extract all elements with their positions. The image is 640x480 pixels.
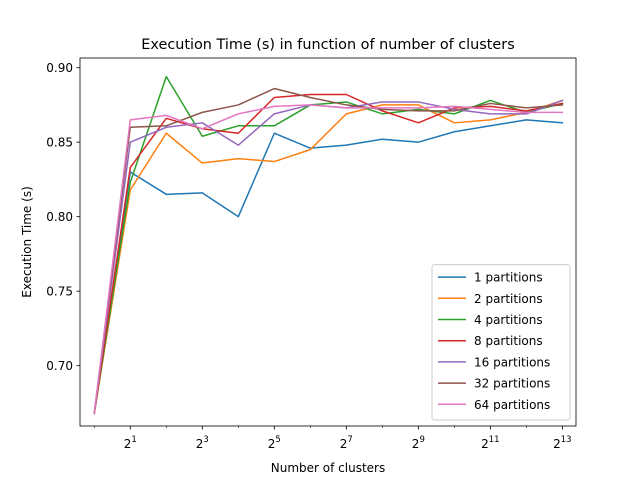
y-axis-label: Execution Time (s) [20,186,34,298]
series-line-6 [93,104,564,415]
x-tick-label: 211 [481,435,499,451]
series-line-0 [93,119,564,415]
axes-layer: 21 23 25 27 29 211 213 0.70 0.75 0.80 0.85 0.90 [46,57,577,451]
y-tick-label: 0.85 [46,136,73,150]
y-tick-label: 0.90 [46,61,73,75]
chart-title: Execution Time (s) in function of number… [141,37,514,53]
axes-frame [79,57,577,427]
legend-box [431,264,571,421]
series-line-3 [93,93,564,415]
series-line-5 [93,87,564,415]
y-tick-label: 0.70 [46,359,73,373]
x-axis-label: Number of clusters [271,461,385,475]
legend-label: 1 partitions [474,271,543,285]
legend-label: 64 partitions [474,398,550,412]
y-tick-label: 0.80 [46,210,73,224]
legend-label: 8 partitions [474,334,543,348]
x-tick-label: 21 [124,435,137,451]
x-tick-label: 29 [412,435,425,451]
x-tick-label: 25 [268,435,281,451]
legend-label: 32 partitions [474,377,550,391]
x-tick-label: 27 [340,435,353,451]
legend-label: 4 partitions [474,313,543,327]
x-tick-label: 213 [553,435,571,451]
legend: 1 partitions 2 partitions 4 partitions 8 pa… [431,264,571,421]
series-layer [93,75,564,415]
y-tick-label: 0.75 [46,285,73,299]
legend-label: 16 partitions [474,355,550,369]
x-tick-label: 23 [196,435,209,451]
series-line-2 [93,75,564,415]
series-line-1 [93,99,564,415]
legend-label: 2 partitions [474,292,543,306]
